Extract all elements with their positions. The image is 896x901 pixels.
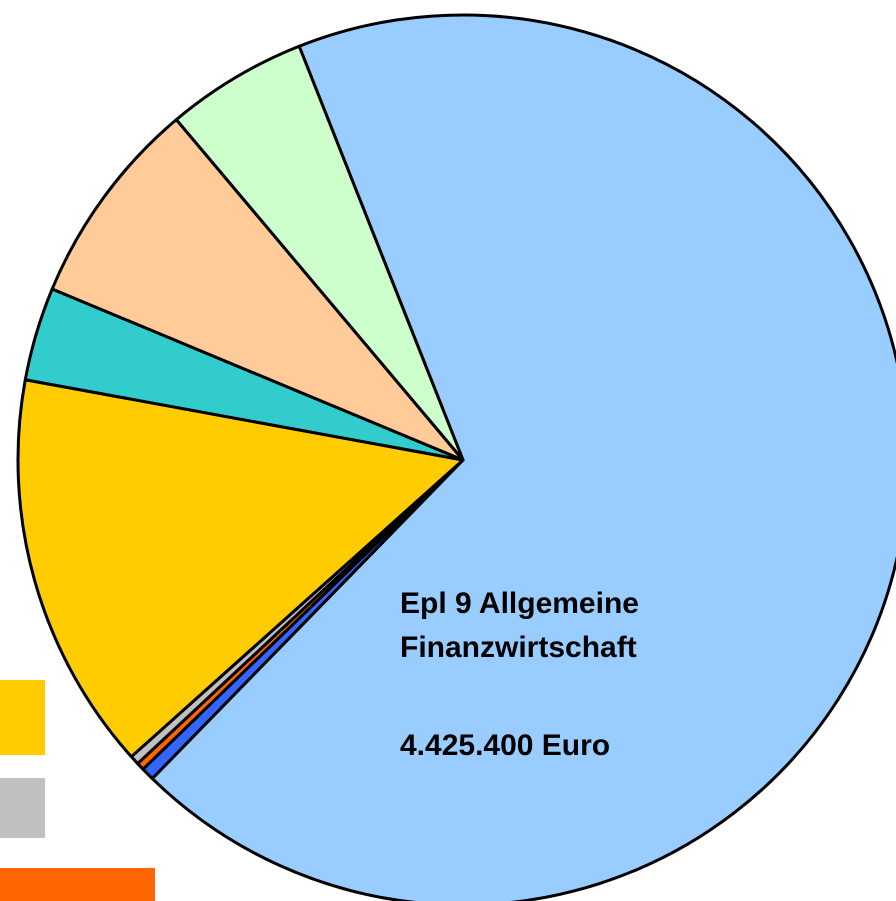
pie-slice bbox=[16, 378, 465, 759]
value-label: 4.425.400 Euro bbox=[400, 729, 611, 762]
pie-slice bbox=[174, 44, 465, 462]
slice-label: Epl 9 Allgemeine Finanzwirtschaft bbox=[400, 587, 639, 664]
legend-swatch bbox=[0, 868, 155, 901]
legend-swatch bbox=[0, 778, 45, 838]
legend-swatch bbox=[0, 680, 45, 755]
pie-slice bbox=[150, 13, 896, 901]
pie-slice bbox=[50, 118, 465, 462]
